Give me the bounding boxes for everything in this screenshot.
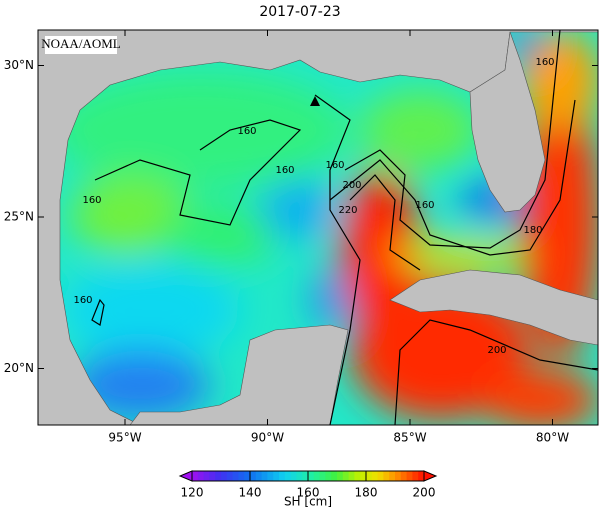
contour-label: 160 xyxy=(275,165,294,176)
contour-label: 160 xyxy=(415,200,434,211)
lat-tick-label: 30°N xyxy=(4,58,34,72)
colorbar-swatch xyxy=(203,471,210,481)
colorbar-swatch xyxy=(232,471,239,481)
contour-label: 180 xyxy=(523,225,542,236)
contours xyxy=(91,30,598,425)
lon-tick-label: 85°W xyxy=(393,431,426,445)
colorbar-tick-label: 120 xyxy=(181,486,204,500)
colorbar-swatch xyxy=(255,471,263,481)
contour-label: 160 xyxy=(325,160,344,171)
map-frame xyxy=(37,29,599,426)
colorbar-swatch xyxy=(273,471,280,481)
colorbar-swatch xyxy=(313,471,321,481)
colorbar-swatch xyxy=(342,471,350,481)
colorbar-swatch xyxy=(325,471,332,481)
colorbar-end xyxy=(423,470,438,482)
colorbar-swatch xyxy=(348,471,355,481)
land xyxy=(38,30,598,425)
colorbar-swatch xyxy=(284,471,292,481)
lon-tick-label: 95°W xyxy=(108,431,141,445)
colorbar-tick-label: 140 xyxy=(239,486,262,500)
colorbar-swatch xyxy=(296,471,303,481)
colorbar-swatch xyxy=(354,471,361,481)
colorbar-tick-label: 180 xyxy=(355,486,378,500)
colorbar-swatch xyxy=(371,471,379,481)
colorbar-swatch xyxy=(197,471,205,481)
colorbar-swatch xyxy=(412,471,419,481)
contour-label: 160 xyxy=(535,57,554,68)
contour-label: 200 xyxy=(342,180,361,191)
colorbar-swatch xyxy=(360,471,367,481)
colorbar-swatch xyxy=(337,471,344,481)
contour-label: 160 xyxy=(73,295,92,306)
colorbar-swatch xyxy=(215,471,222,481)
colorbar-swatch xyxy=(290,471,297,481)
colorbar-swatch xyxy=(331,471,338,481)
credit: NOAA/AOML xyxy=(41,36,121,51)
colorbar-swatch xyxy=(192,471,199,481)
colorbar-swatch xyxy=(319,471,326,481)
colorbar-swatch xyxy=(302,471,309,481)
colorbar-swatch xyxy=(238,471,245,481)
contour-label: 200 xyxy=(487,345,506,356)
colorbar-swatch xyxy=(395,471,402,481)
contour-label: 160 xyxy=(82,195,101,206)
marker xyxy=(310,96,320,106)
colorbar-swatch xyxy=(250,471,257,481)
lat-tick-label: 20°N xyxy=(4,361,34,375)
title: 2017-07-23 xyxy=(259,4,340,20)
colorbar-swatch xyxy=(389,471,396,481)
lon-tick-label: 80°W xyxy=(536,431,569,445)
colorbar-swatch xyxy=(226,471,234,481)
colorbar-swatch xyxy=(279,471,286,481)
colorbar-swatch xyxy=(400,471,408,481)
colorbar-swatch xyxy=(244,471,251,481)
colorbar-swatch xyxy=(377,471,384,481)
lon-tick-label: 90°W xyxy=(251,431,284,445)
colorbar-label: SH [cm] xyxy=(284,495,332,509)
contour-label: 220 xyxy=(338,205,357,216)
colorbar-swatch xyxy=(267,471,274,481)
colorbar-swatch xyxy=(366,471,373,481)
colorbar-swatch xyxy=(383,471,390,481)
map-area: 160 160 160 160 160 200 220 160 180 160 200 xyxy=(38,30,598,425)
contour-label: 160 xyxy=(237,126,256,137)
colorbar-swatch xyxy=(308,471,315,481)
colorbar-tick-label: 200 xyxy=(413,486,436,500)
credit-box xyxy=(45,36,117,54)
colorbar-tick-label: 160 xyxy=(297,486,320,500)
colorbar-swatch xyxy=(261,471,268,481)
colorbar-swatch xyxy=(406,471,413,481)
colorbar-swatch xyxy=(209,471,216,481)
colorbar-swatch xyxy=(221,471,228,481)
colorbar-end xyxy=(178,470,193,482)
colorbar-swatch xyxy=(418,471,425,481)
lat-tick-label: 25°N xyxy=(4,210,34,224)
